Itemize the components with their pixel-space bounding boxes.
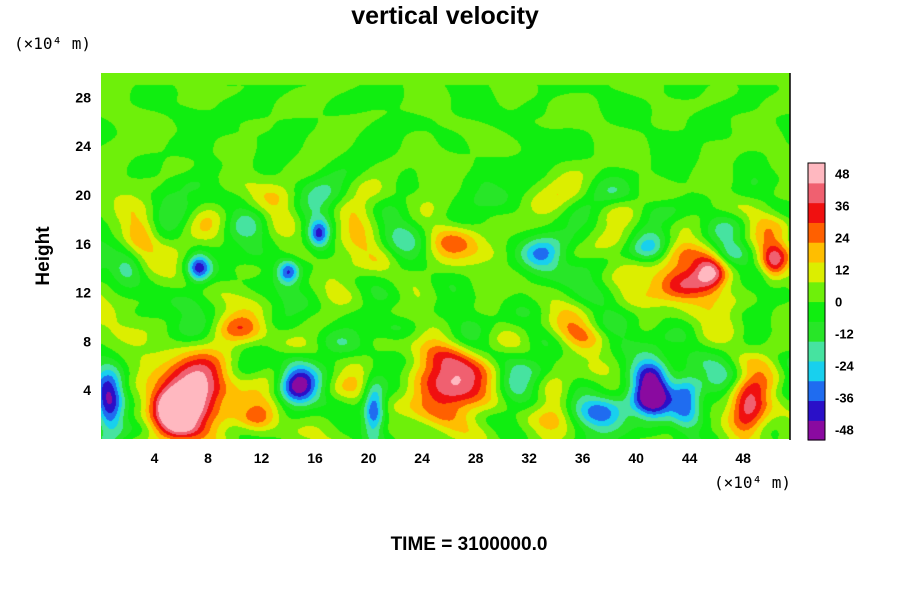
y-axis-ticks: 4 8 12 16 20 24 28: [75, 89, 91, 398]
x-tick-label: 20: [361, 450, 377, 466]
colorbar-tick-label: 0: [835, 295, 842, 310]
x-tick-label: 4: [151, 450, 159, 466]
colorbar-band: [808, 261, 825, 283]
colorbar: [807, 162, 826, 441]
x-tick-label: 32: [521, 450, 537, 466]
colorbar-band: [808, 281, 825, 303]
colorbar-tick-label: -36: [835, 390, 854, 405]
colorbar-ticks: 48 36 24 12 0 -12 -24 -36 -48: [835, 167, 855, 438]
y-tick-label: 20: [75, 187, 91, 203]
colorbar-tick-label: -12: [835, 326, 854, 341]
x-tick-label: 40: [628, 450, 644, 466]
y-axis-label: Height: [33, 226, 54, 286]
x-tick-label: 44: [682, 450, 698, 466]
colorbar-band: [808, 400, 825, 421]
colorbar-tick-label: 48: [835, 167, 849, 182]
x-tick-label: 8: [204, 450, 212, 466]
colorbar-band: [808, 222, 825, 243]
colorbar-band: [808, 420, 825, 441]
colorbar-band: [808, 202, 825, 223]
y-tick-label: 4: [83, 382, 91, 398]
y-axis-unit-label: (×10⁴ m): [14, 34, 91, 53]
colorbar-band: [808, 380, 825, 402]
x-axis-ticks: 4 8 12 16 20 24 28 32 36 40 44 48: [151, 450, 752, 466]
colorbar-band: [808, 341, 825, 362]
colorbar-frame: [807, 162, 826, 441]
y-tick-label: 16: [75, 236, 91, 252]
colorbar-tick-label: 12: [835, 263, 849, 278]
x-tick-label: 16: [307, 450, 323, 466]
chart-title: vertical velocity: [351, 2, 539, 30]
colorbar-tick-label: -48: [835, 422, 854, 437]
colorbar-band: [808, 242, 825, 263]
time-label: TIME = 3100000.0: [391, 534, 548, 555]
colorbar-band: [808, 321, 825, 342]
x-tick-label: 12: [254, 450, 270, 466]
y-tick-label: 24: [75, 138, 91, 154]
colorbar-band: [808, 301, 825, 322]
y-tick-label: 12: [75, 285, 91, 301]
colorbar-band: [808, 182, 825, 204]
x-tick-label: 36: [575, 450, 591, 466]
x-tick-label: 24: [414, 450, 430, 466]
x-tick-label: 48: [735, 450, 751, 466]
x-axis-unit-label: (×10⁴ m): [714, 473, 791, 492]
colorbar-band: [808, 163, 825, 184]
colorbar-tick-label: -24: [835, 358, 855, 373]
y-tick-label: 28: [75, 89, 91, 105]
colorbar-tick-label: 24: [835, 231, 850, 246]
heatmap-field: [101, 73, 790, 439]
colorbar-band: [808, 360, 825, 382]
colorbar-tick-label: 36: [835, 199, 849, 214]
x-tick-label: 28: [468, 450, 484, 466]
y-tick-label: 8: [83, 333, 91, 349]
